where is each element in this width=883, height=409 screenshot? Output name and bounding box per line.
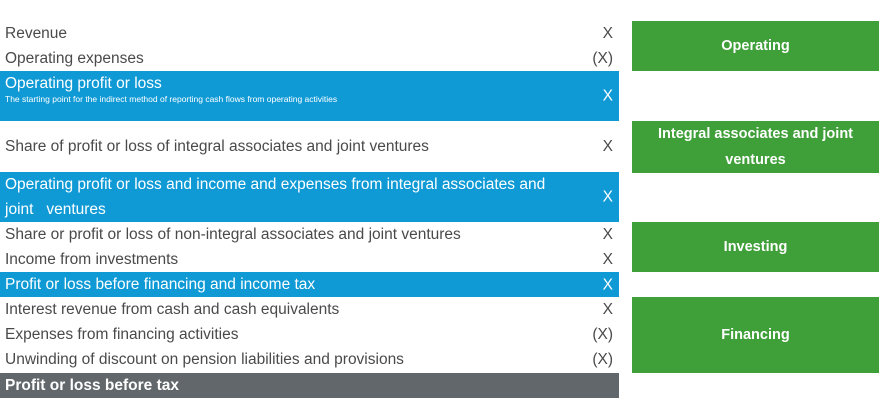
row-value: (X) xyxy=(592,351,613,368)
row-label: Share or profit or loss of non-integral … xyxy=(5,226,461,243)
row-label: Operating profit or loss and income and … xyxy=(5,176,550,218)
row-value: X xyxy=(602,188,613,206)
category-label: Integral associates and joint ventures xyxy=(658,126,853,168)
row-label: Expenses from financing activities xyxy=(5,326,239,343)
row-value: X xyxy=(602,138,613,155)
row-value: X xyxy=(602,276,613,293)
row-profit-before-tax: Profit or loss before tax xyxy=(0,373,619,398)
row-note: The starting point for the indirect meth… xyxy=(5,94,338,104)
row-value: (X) xyxy=(592,326,613,343)
category-operating: Operating xyxy=(632,21,879,71)
row-operating-profit: Operating profit or loss The starting po… xyxy=(0,71,619,121)
category-label: Investing xyxy=(723,239,788,255)
row-label: Revenue xyxy=(5,25,68,42)
row-share-non-integral: Share or profit or loss of non-integral … xyxy=(0,222,619,247)
category-financing: Financing xyxy=(632,297,879,373)
row-label: Operating expenses xyxy=(5,50,144,67)
row-label: Operating profit or loss xyxy=(5,75,162,92)
row-label: Unwinding of discount on pension liabili… xyxy=(5,351,404,368)
row-operating-expenses: Operating expenses (X) xyxy=(0,46,619,71)
category-label: Operating xyxy=(721,38,790,54)
row-revenue: Revenue X xyxy=(0,21,619,46)
row-value: X xyxy=(602,87,613,105)
row-value: X xyxy=(602,301,613,318)
category-label: Financing xyxy=(721,327,790,343)
row-profit-before-financing: Profit or loss before financing and inco… xyxy=(0,272,619,297)
row-label: Interest revenue from cash and cash equi… xyxy=(5,301,340,318)
row-label: Share of profit or loss of integral asso… xyxy=(5,138,429,155)
row-value: X xyxy=(602,251,613,268)
row-label: Income from investments xyxy=(5,251,179,268)
row-value: (X) xyxy=(592,50,613,67)
row-label: Profit or loss before tax xyxy=(5,377,179,394)
category-integral-associates: Integral associates and joint ventures xyxy=(632,121,879,173)
row-value: X xyxy=(602,226,613,243)
row-financing-expenses: Expenses from financing activities (X) xyxy=(0,322,619,347)
row-label: Profit or loss before financing and inco… xyxy=(5,276,316,293)
row-share-integral: Share of profit or loss of integral asso… xyxy=(0,134,619,159)
row-income-investments: Income from investments X xyxy=(0,247,619,272)
row-operating-profit-integral: Operating profit or loss and income and … xyxy=(0,172,619,222)
row-value: X xyxy=(602,25,613,42)
category-investing: Investing xyxy=(632,222,879,272)
row-unwinding-discount: Unwinding of discount on pension liabili… xyxy=(0,347,619,372)
row-interest-revenue: Interest revenue from cash and cash equi… xyxy=(0,297,619,322)
